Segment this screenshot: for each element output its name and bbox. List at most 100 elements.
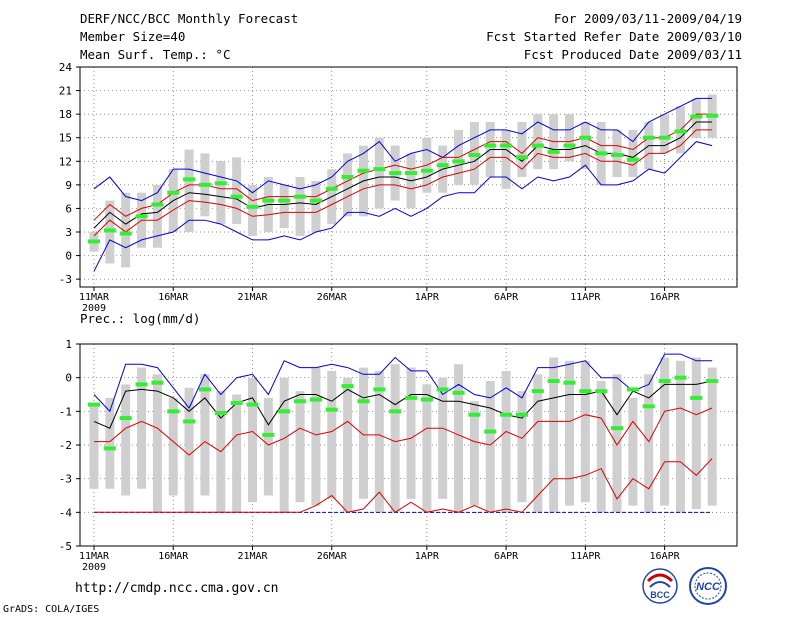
- temp-ensemble-marker: [626, 157, 639, 162]
- precip-ensemble-marker: [151, 380, 164, 385]
- temp-ensemble-marker: [135, 214, 148, 219]
- precip-box: [691, 357, 701, 509]
- temp-ensemble-marker: [420, 168, 433, 173]
- precip-box: [263, 397, 273, 496]
- precip-ensemble-marker: [500, 412, 513, 417]
- precip-box: [343, 377, 353, 513]
- precip-ensemble-marker: [690, 395, 703, 400]
- temp-ensemble-marker: [515, 155, 528, 160]
- ncc-logo-text: NCC: [696, 581, 721, 593]
- precip-ensemble-marker: [373, 387, 386, 392]
- bcc-logo: BCC: [642, 568, 678, 604]
- precip-box: [660, 357, 670, 506]
- precip-box: [469, 401, 479, 506]
- precip-box: [565, 360, 574, 506]
- precip-box: [374, 370, 384, 513]
- temp-box: [295, 177, 305, 236]
- temp-ensemble-marker: [547, 149, 560, 154]
- temp-ytick-label: 3: [65, 226, 72, 239]
- precip-xtick-label: 21MAR: [237, 551, 268, 562]
- temp-box: [374, 137, 384, 209]
- precip-ytick-label: -3: [59, 473, 72, 486]
- logos: BCC NCC: [642, 567, 727, 605]
- temp-ensemble-marker: [436, 163, 449, 168]
- precip-box: [675, 360, 685, 513]
- temp-ytick-label: 15: [59, 132, 72, 145]
- temp-ensemble-marker: [405, 171, 417, 176]
- temp-ensemble-marker: [579, 135, 592, 140]
- precip-box: [121, 384, 131, 496]
- precip-ensemble-marker: [674, 375, 687, 380]
- temp-ensemble-marker: [563, 143, 576, 148]
- temp-ytick-label: 9: [65, 179, 72, 192]
- temp-ensemble-marker: [484, 143, 497, 148]
- precip-box: [596, 381, 606, 513]
- chart-title: DERF/NCC/BCC Monthly Forecast: [80, 11, 299, 26]
- temp-ensemble-marker: [341, 175, 354, 179]
- temp-ytick-label: -3: [59, 273, 72, 286]
- precip-ensemble-marker: [230, 400, 243, 405]
- precip-box: [549, 357, 559, 513]
- precip-ensemble-marker: [246, 402, 259, 407]
- temp-ensemble-marker: [88, 239, 100, 244]
- precip-ensemble-marker: [563, 380, 576, 385]
- temp-ensemble-marker: [119, 231, 132, 236]
- precip-box: [707, 367, 717, 506]
- temp-ensemble-marker: [230, 194, 243, 199]
- precip-box: [248, 377, 257, 503]
- precip-ytick-label: -1: [59, 405, 72, 418]
- temp-ytick-label: 6: [65, 202, 72, 215]
- precip-xtick-label: 1APR: [415, 551, 440, 562]
- temp-xtick-label: 16APR: [650, 292, 681, 303]
- precip-ensemble-marker: [389, 409, 402, 414]
- precip-box: [501, 370, 511, 513]
- precip-ensemble-marker: [595, 389, 608, 394]
- precip-ensemble-marker: [325, 407, 338, 412]
- temp-box: [232, 157, 242, 225]
- temp-ensemble-marker: [468, 153, 481, 157]
- precip-ensemble-marker: [531, 389, 544, 394]
- precip-ensemble-marker: [515, 412, 528, 417]
- precip-panel-title: Prec.: log(mm/d): [80, 311, 201, 326]
- precip-ytick-label: 1: [65, 338, 72, 351]
- temp-ensemble-marker: [198, 182, 211, 187]
- precip-ytick-label: 0: [65, 372, 72, 385]
- precip-box: [168, 397, 178, 496]
- precip-ytick-label: -5: [59, 540, 72, 553]
- precip-ensemble-marker: [309, 397, 322, 402]
- temp-box: [628, 129, 638, 177]
- temp-ensemble-marker: [500, 143, 513, 148]
- precip-ensemble-marker: [214, 411, 227, 416]
- precip-xtick-label: 11MAR: [79, 551, 110, 562]
- temp-ensemble-marker: [531, 143, 544, 148]
- temp-ensemble-marker: [373, 167, 386, 172]
- temp-xtick-label: 6APR: [494, 292, 519, 303]
- temp-mean-line: [93, 121, 713, 229]
- precip-ensemble-marker: [357, 399, 370, 404]
- precip-ensemble-marker: [278, 409, 291, 414]
- temp-max-line: [93, 97, 713, 202]
- precip-ensemble-marker: [294, 399, 307, 404]
- precip-xtick-label: 26MAR: [317, 551, 348, 562]
- precip-ensemble-marker: [436, 387, 449, 392]
- temp-xtick-label: 26MAR: [317, 292, 348, 303]
- precip-box: [580, 360, 590, 503]
- precip-ensemble-marker: [642, 404, 655, 409]
- precip-xtick-label: 11APR: [570, 551, 601, 562]
- precip-box: [533, 374, 543, 513]
- precip-xtick-label: 16MAR: [158, 551, 189, 562]
- temp-ensemble-marker: [389, 171, 402, 176]
- precip-box: [327, 370, 337, 499]
- temp-xtick-label: 11APR: [570, 292, 601, 303]
- precip-ensemble-marker: [405, 395, 417, 400]
- precip-ensemble-marker: [341, 384, 354, 389]
- precip-ytick-label: -4: [59, 506, 73, 519]
- temp-xtick-label: 11MAR: [79, 292, 110, 303]
- temp-ensemble-marker: [151, 202, 164, 207]
- footer-url[interactable]: http://cmdp.ncc.cma.gov.cn: [75, 581, 279, 596]
- temp-panel-title: Mean Surf. Temp.: °C: [80, 47, 231, 62]
- precip-ensemble-marker: [262, 432, 275, 437]
- temp-ytick-label: 24: [59, 61, 73, 74]
- temp-ytick-label: 18: [59, 108, 72, 121]
